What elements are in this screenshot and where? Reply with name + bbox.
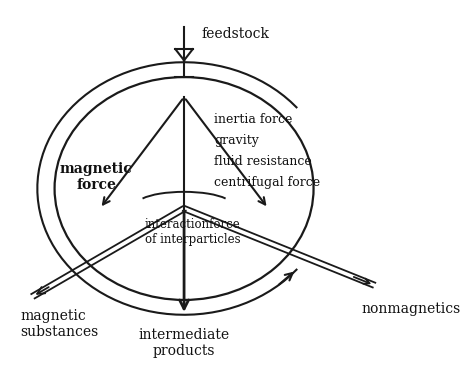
Text: gravity: gravity [214,134,259,147]
Text: nonmagnetics: nonmagnetics [361,302,460,316]
Text: fluid resistance: fluid resistance [214,155,312,168]
Text: magnetic
substances: magnetic substances [20,309,98,339]
Text: interactionforce
of interparticles: interactionforce of interparticles [145,218,241,246]
Text: centrifugal force: centrifugal force [214,176,320,189]
Text: inertia force: inertia force [214,113,292,126]
Text: feedstock: feedstock [201,28,269,41]
Text: intermediate
products: intermediate products [138,328,229,358]
Text: magnetic
force: magnetic force [60,162,132,192]
